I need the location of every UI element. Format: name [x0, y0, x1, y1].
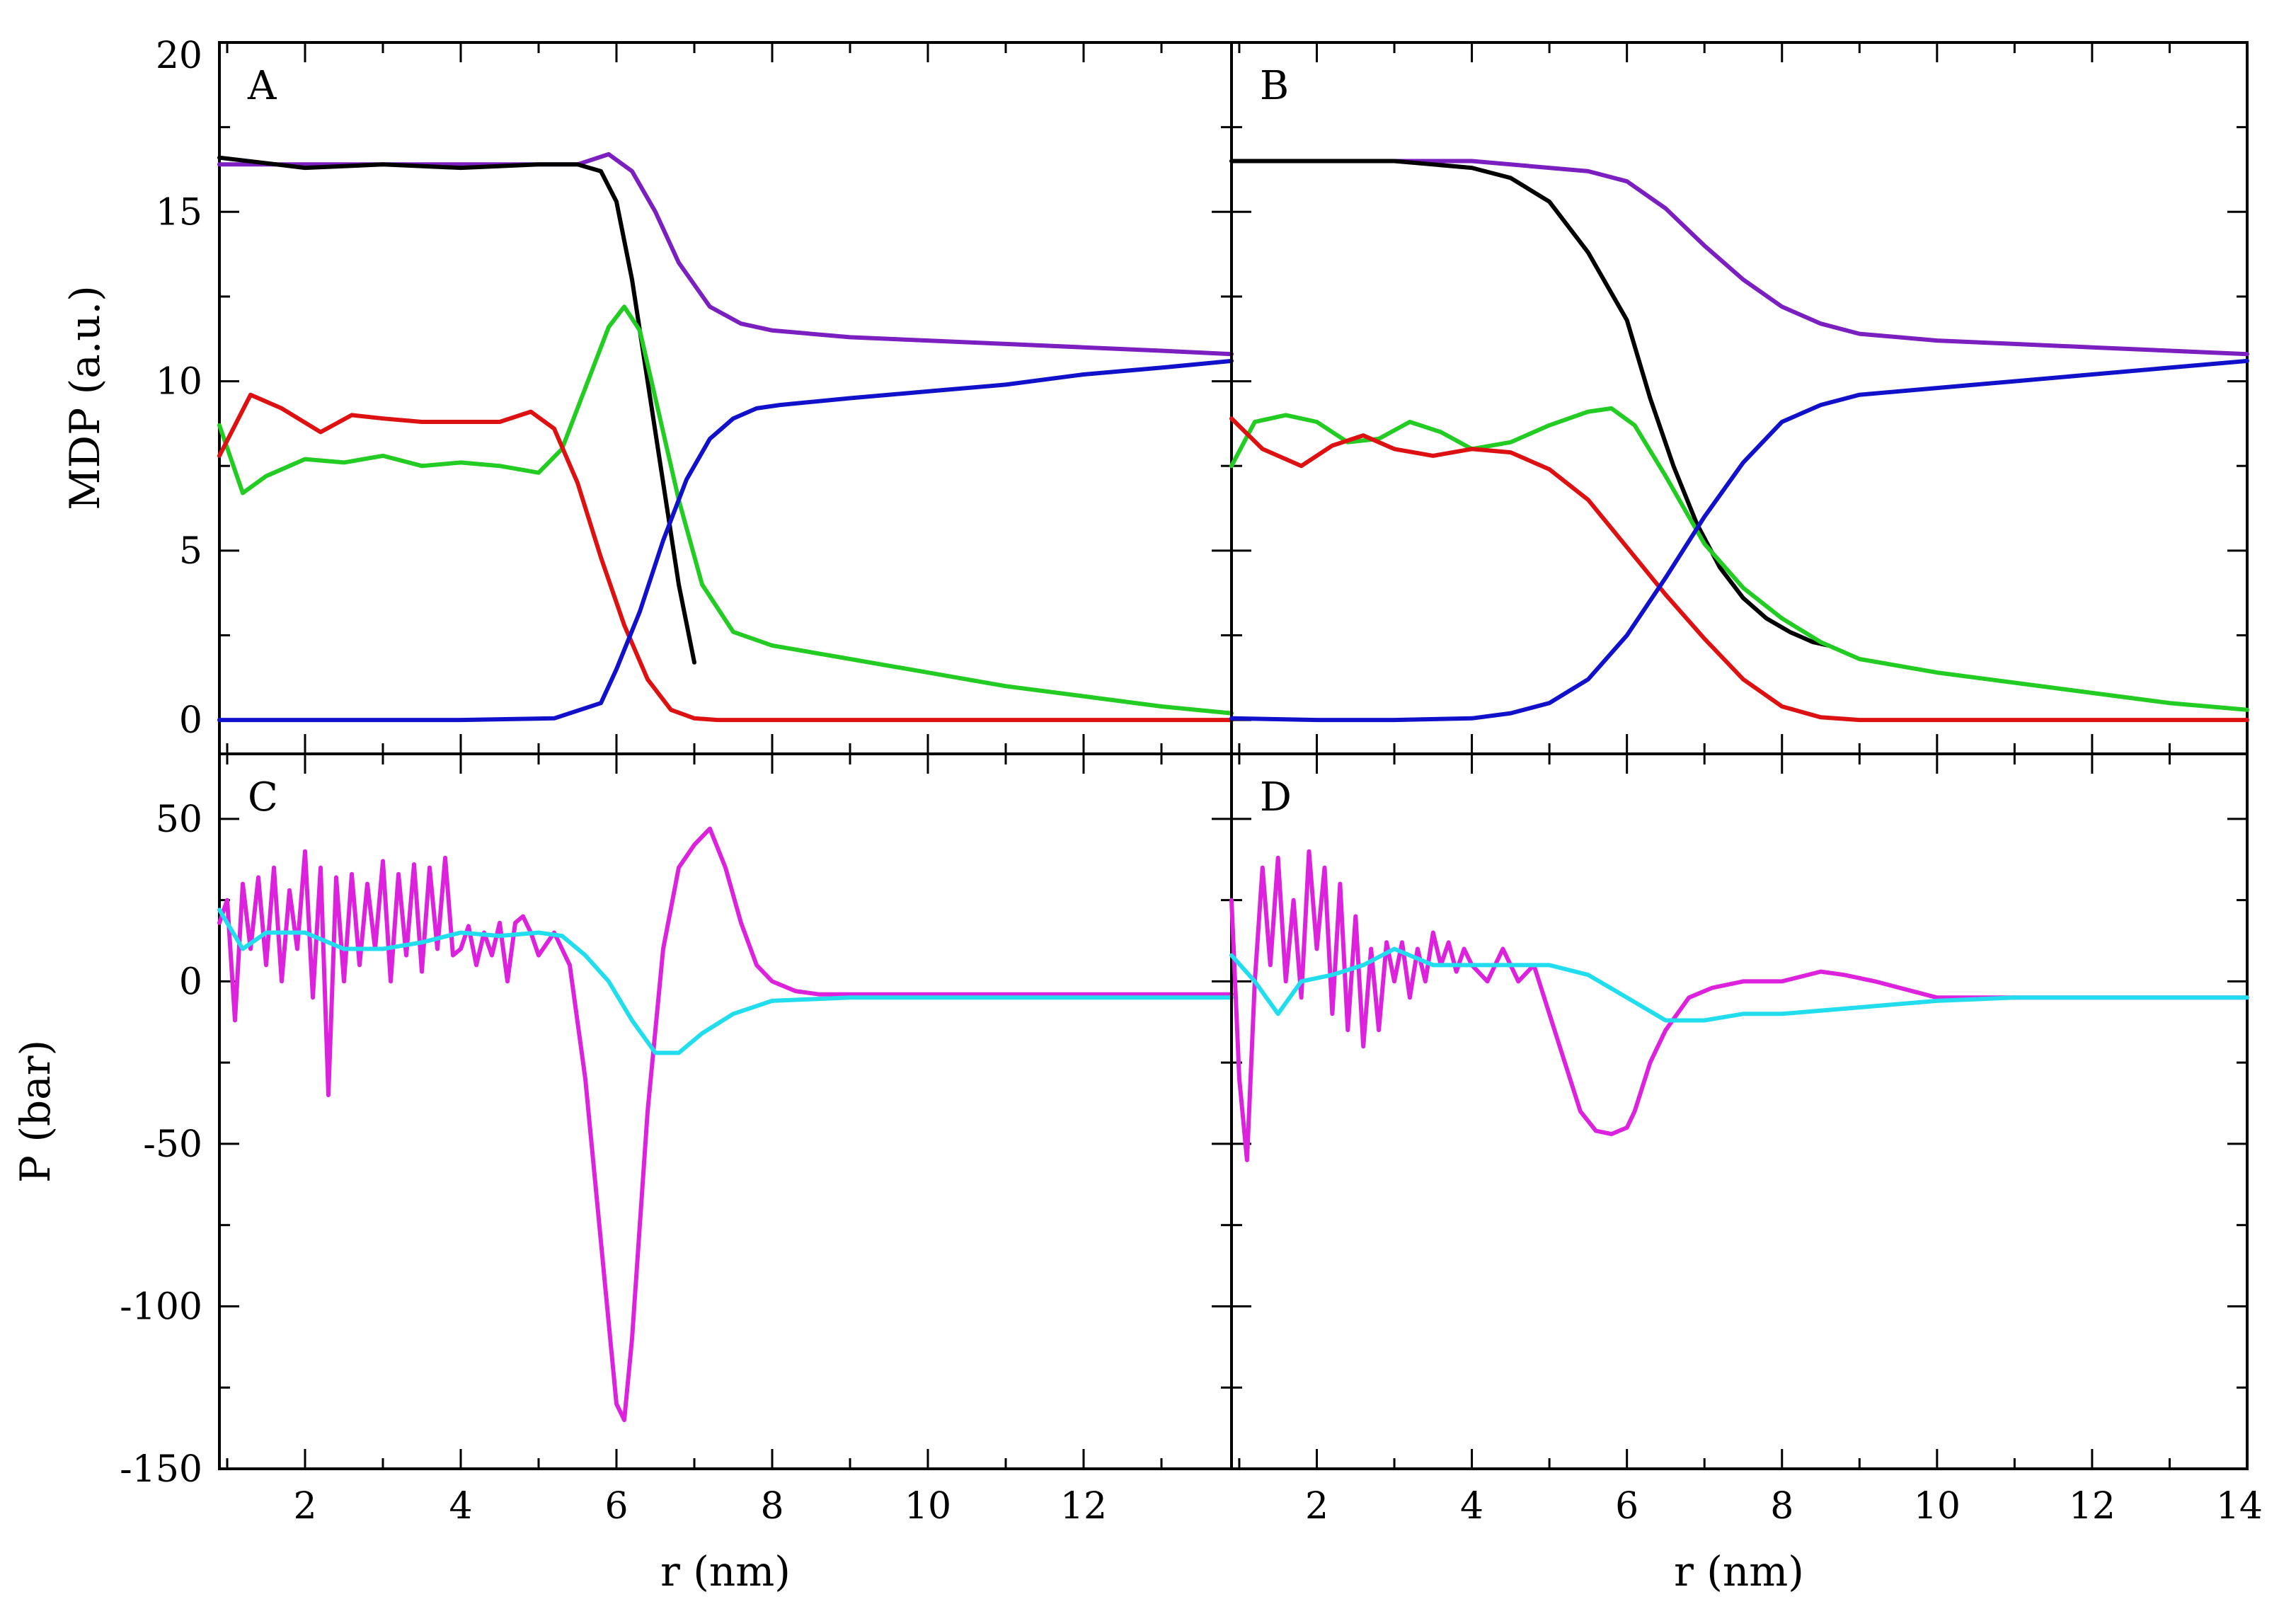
panel-a-y-tick-label: 5 — [179, 530, 202, 573]
panel-d-x-tick-label: 10 — [1914, 1485, 1961, 1528]
panel-d-x-tick-label: 6 — [1615, 1485, 1638, 1528]
panel-a-y-tick-label: 10 — [156, 361, 202, 403]
panel-c-y-tick-label: -50 — [143, 1123, 202, 1166]
panel-c-x-tick-label: 10 — [905, 1485, 951, 1528]
y-axis-title-bottom: P (bar) — [11, 1040, 59, 1183]
figure: 0 5 10 15 20 A B 50 0 -50 -100 -150 2 4 6 8 10 12 C 2 4… — [0, 0, 2296, 1621]
panel-b-letter: B — [1260, 63, 1289, 109]
panel-d-x-tick-label: 4 — [1460, 1485, 1483, 1528]
panel-d-x-tick-label: 14 — [2216, 1485, 2263, 1528]
panel-a-y-tick-label: 20 — [156, 35, 202, 77]
x-axis-title-left: r (nm) — [660, 1547, 791, 1596]
panel-a-y-tick-label: 0 — [179, 699, 202, 742]
x-axis-title-right: r (nm) — [1674, 1547, 1804, 1596]
panel-d-letter: D — [1260, 774, 1292, 820]
panel-c-x-tick-label: 2 — [293, 1485, 316, 1528]
panel-c-y-tick-label: -150 — [120, 1448, 202, 1491]
panel-a-y-tick-label: 15 — [156, 191, 202, 234]
panel-c-x-tick-label: 12 — [1060, 1485, 1107, 1528]
y-axis-title-top: MDP (a.u.) — [61, 285, 109, 510]
panel-c-y-tick-label: -100 — [120, 1285, 202, 1328]
panel-c-y-tick-label: 0 — [179, 961, 202, 1003]
panel-a-letter: A — [247, 63, 277, 109]
panel-c-y-tick-label: 50 — [156, 798, 202, 841]
panel-d-x-tick-label: 2 — [1305, 1485, 1328, 1528]
panel-c-x-tick-label: 8 — [760, 1485, 783, 1528]
panel-c-x-tick-label: 6 — [604, 1485, 628, 1528]
panel-d-x-tick-label: 12 — [2069, 1485, 2116, 1528]
panel-c-letter: C — [248, 774, 278, 820]
panel-c-x-tick-label: 4 — [449, 1485, 472, 1528]
figure-background — [0, 0, 2296, 1621]
panel-d-x-tick-label: 8 — [1770, 1485, 1793, 1528]
